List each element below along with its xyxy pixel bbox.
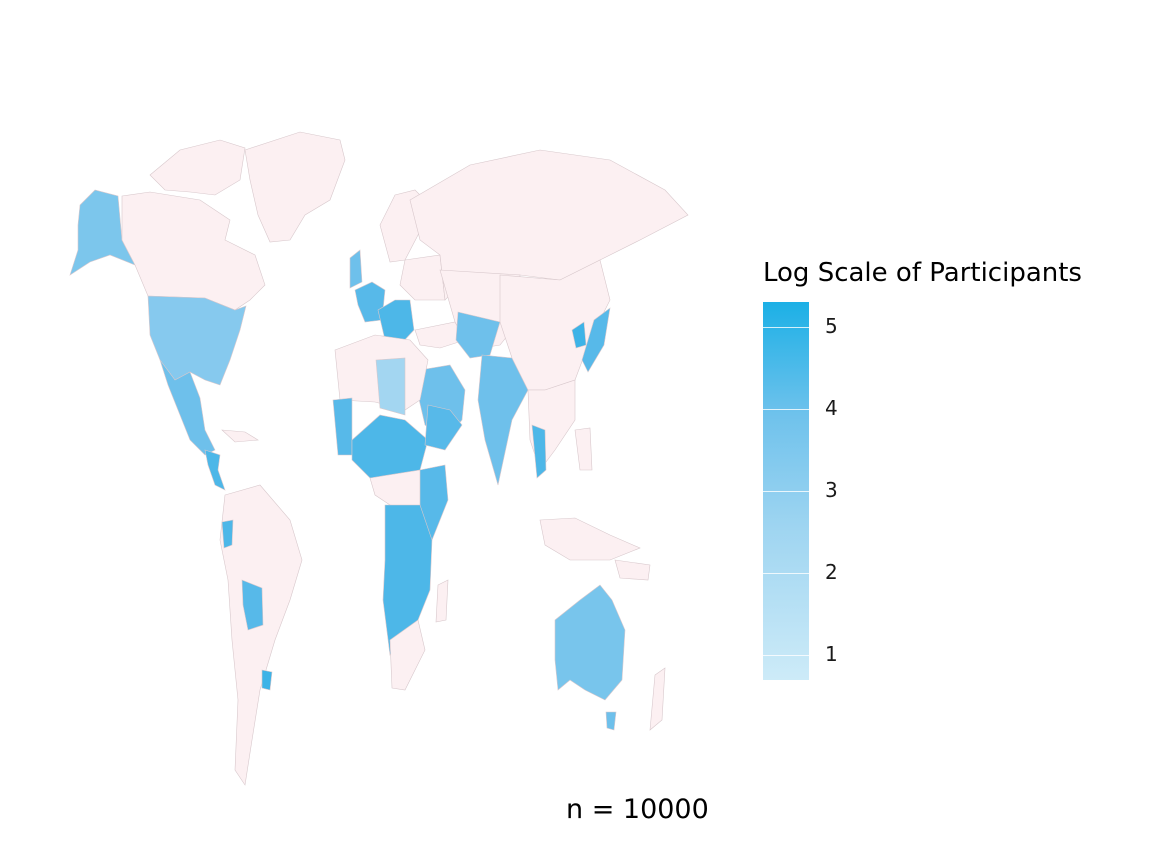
philippines[interactable] xyxy=(574,427,593,471)
madagascar[interactable] xyxy=(435,579,449,623)
west-africa[interactable] xyxy=(332,397,353,456)
legend-tick-mark xyxy=(763,655,809,657)
arctic-islands xyxy=(149,139,246,196)
south-africa[interactable] xyxy=(389,619,426,691)
usa[interactable] xyxy=(147,295,247,386)
tasmania[interactable] xyxy=(605,711,617,731)
world-map xyxy=(69,131,689,786)
bolivia-paraguay[interactable] xyxy=(241,579,264,631)
legend-tick-mark xyxy=(763,491,809,492)
legend-tick-label: 5 xyxy=(825,313,838,338)
legend-tick-label: 3 xyxy=(825,478,838,502)
legend-tick-mark xyxy=(763,408,809,410)
south-america[interactable] xyxy=(219,484,303,786)
uk[interactable] xyxy=(349,249,363,289)
thailand-cambodia[interactable] xyxy=(531,424,547,479)
legend-tick-label: 2 xyxy=(825,560,838,585)
turkey-caucasus[interactable] xyxy=(414,321,466,349)
afghanistan-pakistan[interactable] xyxy=(455,311,501,359)
greenland xyxy=(244,131,346,243)
libya[interactable] xyxy=(375,357,406,416)
uruguay[interactable] xyxy=(261,669,273,691)
legend-title: Log Scale of Participants xyxy=(763,258,1082,288)
caribbean[interactable] xyxy=(221,429,259,443)
legend-tick-label: 1 xyxy=(825,642,838,667)
central-america[interactable] xyxy=(204,449,226,491)
legend-tick-mark xyxy=(763,326,809,328)
canada[interactable] xyxy=(121,191,266,311)
korea[interactable] xyxy=(571,321,587,349)
alaska[interactable] xyxy=(69,189,136,276)
eastern-europe[interactable] xyxy=(399,254,446,301)
horn-of-africa[interactable] xyxy=(424,404,463,451)
japan[interactable] xyxy=(581,307,611,373)
papua[interactable] xyxy=(614,559,651,581)
ecuador[interactable] xyxy=(221,519,234,549)
indonesia[interactable] xyxy=(539,517,641,561)
australia[interactable] xyxy=(554,584,626,701)
legend-tick-label: 4 xyxy=(825,395,838,420)
mexico[interactable] xyxy=(159,359,216,456)
legend-color-bar xyxy=(763,302,809,680)
legend-tick-mark xyxy=(763,573,809,575)
new-zealand[interactable] xyxy=(649,667,666,731)
sample-size-caption: n = 10000 xyxy=(566,794,709,825)
